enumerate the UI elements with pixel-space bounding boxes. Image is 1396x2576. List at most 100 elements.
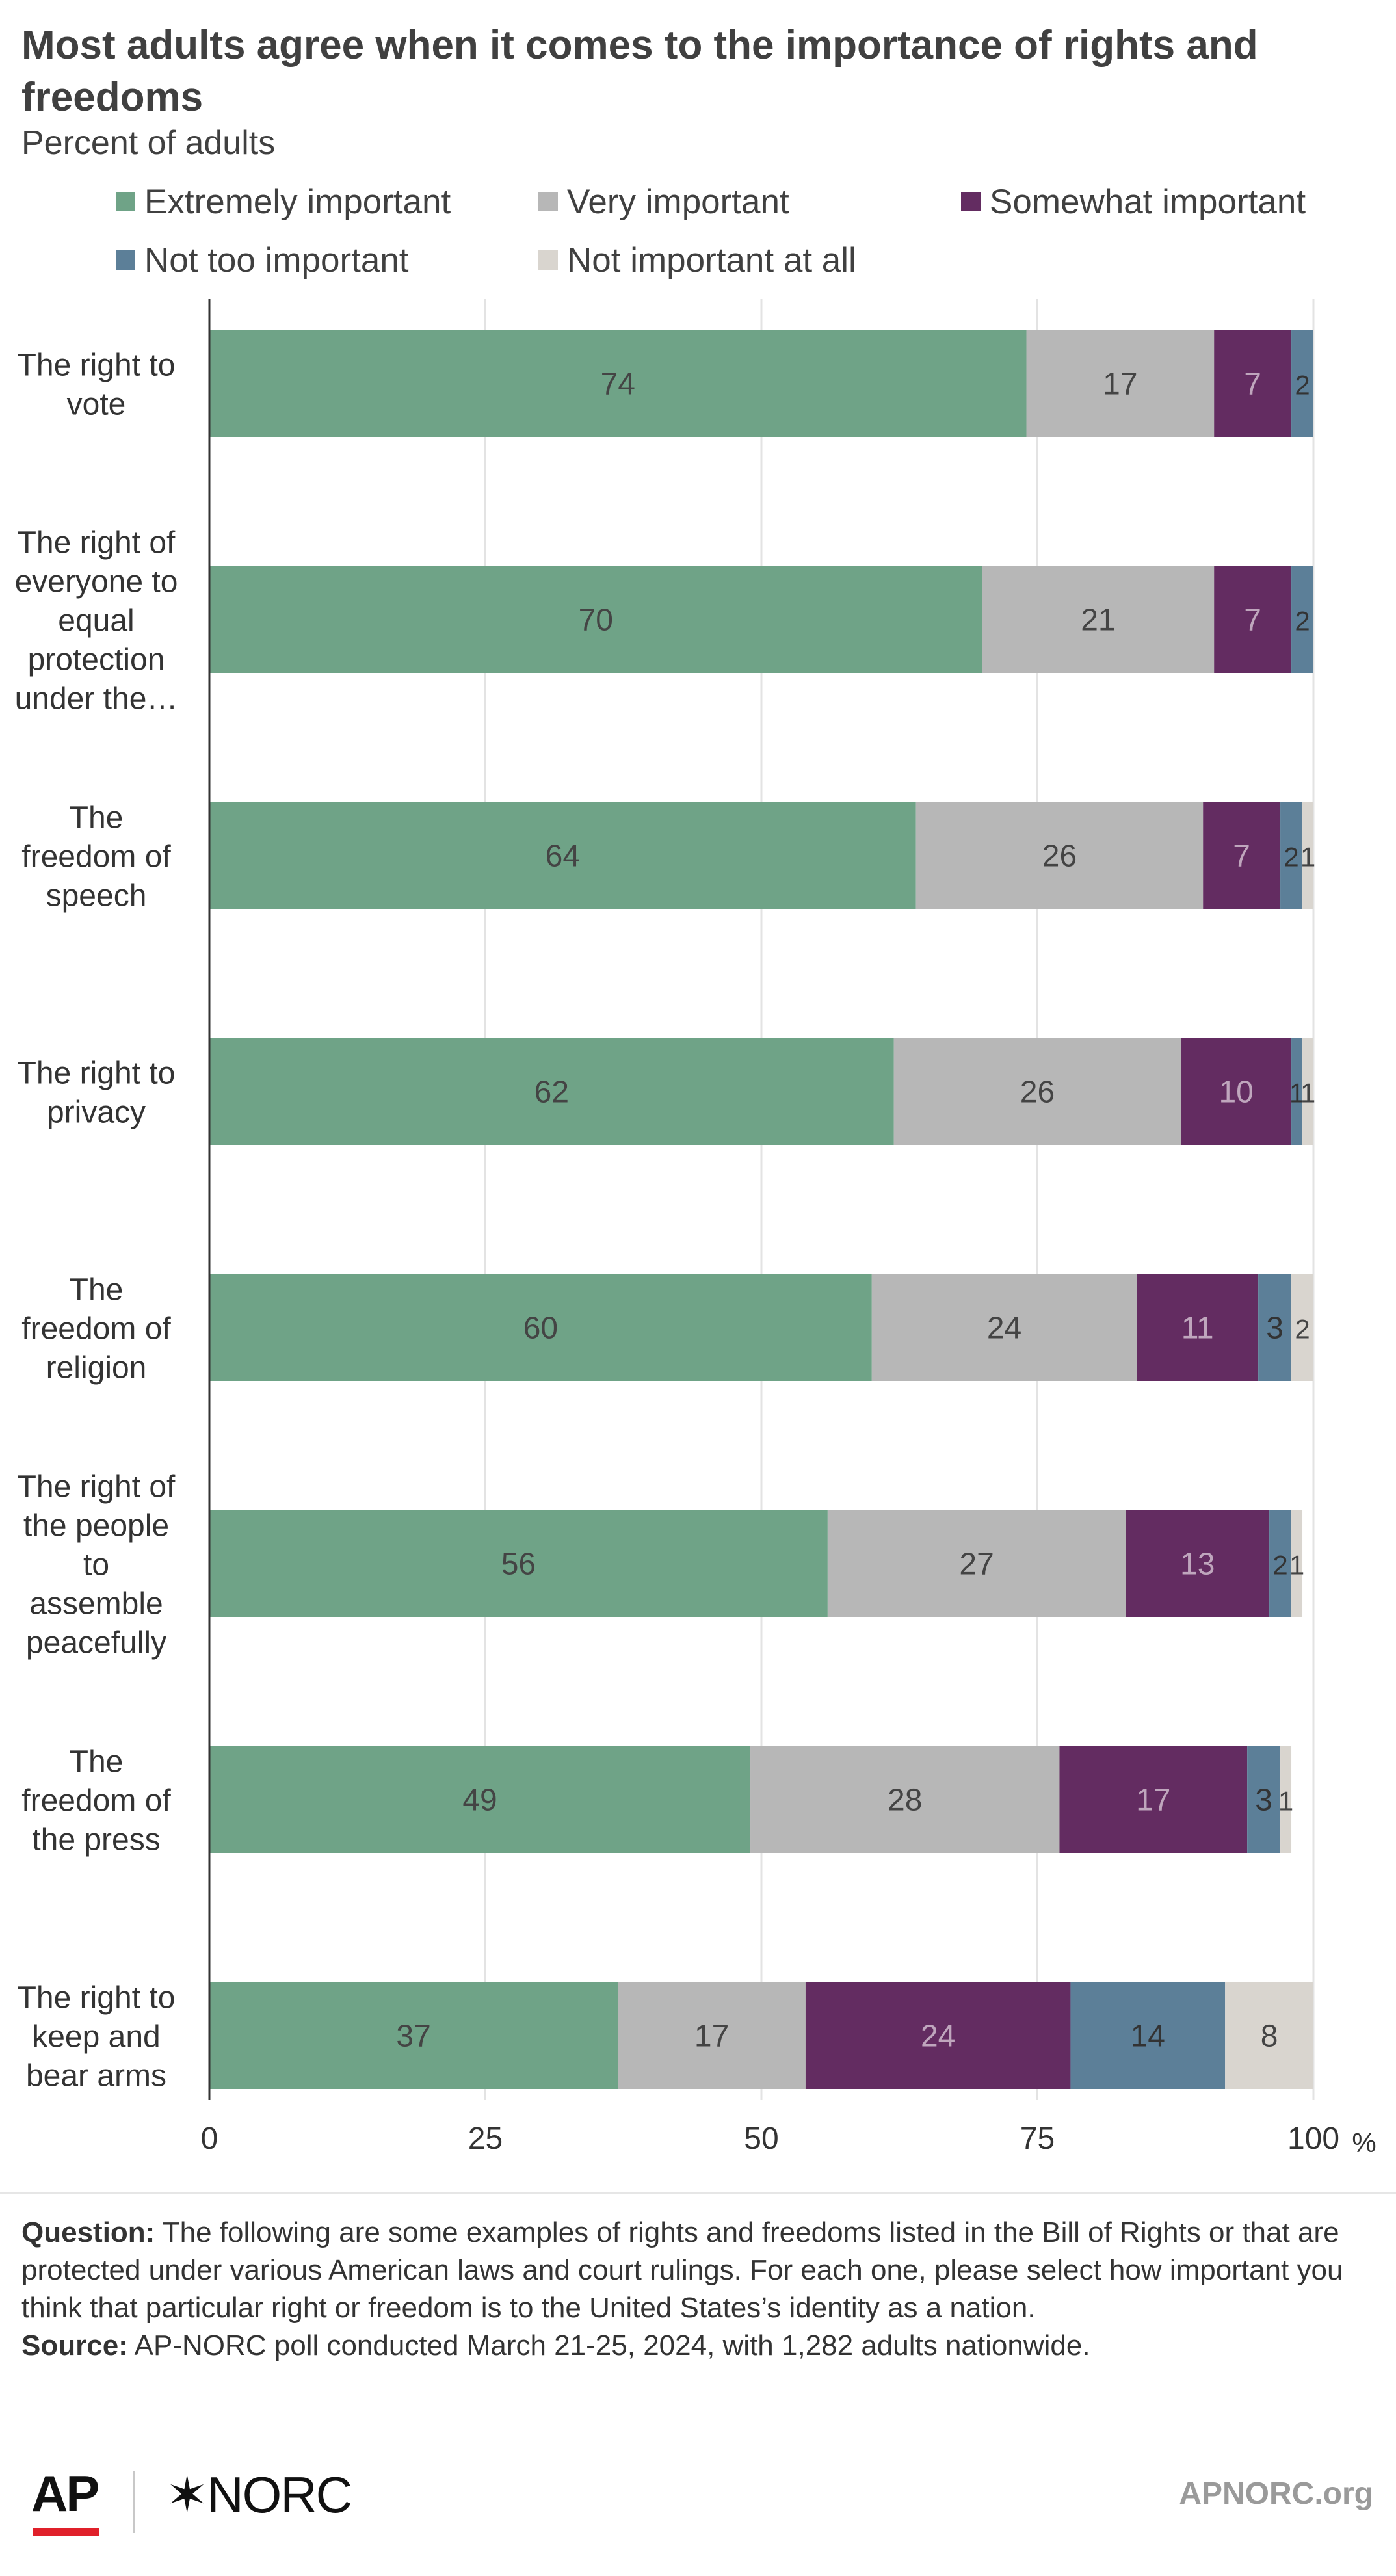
legend-label-not-at-all: Not important at all: [567, 241, 856, 280]
bar-segment-2-1: [915, 802, 1204, 909]
bar-segment-3-3: [1291, 1038, 1303, 1145]
bar-segment-3-1: [893, 1038, 1181, 1145]
legend-item-very: Very important: [538, 179, 789, 224]
category-label-5-0: The right of: [18, 1470, 176, 1505]
bar-segment-5-1: [827, 1510, 1126, 1617]
data-label-5-1: 27: [959, 1547, 994, 1582]
x-tick-label-0: 0: [201, 2122, 218, 2156]
data-label-6-3: 3: [1255, 1783, 1272, 1818]
category-label-1-0: The right of: [18, 526, 176, 560]
legend-swatch-very: [538, 192, 558, 211]
category-label-2-2: speech: [46, 879, 147, 913]
bar-segment-2-4: [1302, 802, 1313, 909]
bar-segment-6-3: [1247, 1746, 1281, 1853]
bar-segment-6-0: [209, 1746, 751, 1853]
bar-segment-0-0: [209, 330, 1027, 437]
bar-segment-0-1: [1026, 330, 1215, 437]
x-axis-unit: %: [1352, 2127, 1376, 2158]
category-label-2-1: freedom of: [21, 840, 171, 874]
bar-segment-0-2: [1214, 330, 1292, 437]
data-label-3-3: 1: [1289, 1078, 1304, 1109]
question-note: Question: The following are some example…: [21, 2214, 1374, 2327]
bar-segment-6-1: [750, 1746, 1060, 1853]
bar-segment-4-3: [1258, 1274, 1292, 1381]
data-label-7-4: 8: [1261, 2019, 1278, 2054]
category-label-6-2: the press: [32, 1823, 160, 1858]
data-label-3-1: 26: [1020, 1075, 1055, 1110]
bar-segment-5-3: [1269, 1510, 1292, 1617]
ap-logo-underline: [33, 2528, 99, 2536]
source-text: AP-NORC poll conducted March 21-25, 2024…: [127, 2330, 1090, 2361]
data-label-6-0: 49: [462, 1783, 497, 1818]
data-label-4-1: 24: [987, 1311, 1021, 1346]
category-label-3-1: privacy: [47, 1096, 146, 1130]
category-label-5-2: to: [83, 1548, 109, 1583]
data-label-2-4: 1: [1300, 842, 1315, 873]
data-label-6-4: 1: [1278, 1786, 1293, 1817]
legend-label-not-too: Not too important: [144, 241, 409, 280]
data-label-2-0: 64: [546, 839, 580, 874]
bar-segment-2-2: [1203, 802, 1281, 909]
bar-segment-1-0: [209, 566, 982, 673]
data-label-3-4: 1: [1300, 1078, 1315, 1109]
x-tick-label-1: 25: [468, 2122, 503, 2156]
data-label-7-2: 24: [921, 2019, 955, 2054]
norc-logo: ✶NORC: [166, 2466, 352, 2523]
data-label-7-1: 17: [694, 2019, 729, 2054]
data-label-2-2: 7: [1233, 839, 1250, 874]
x-tick-label-3: 75: [1020, 2122, 1055, 2156]
data-label-2-1: 26: [1042, 839, 1077, 874]
category-label-1-4: under the…: [15, 682, 178, 716]
bar-segment-4-1: [871, 1274, 1137, 1381]
bar-segment-7-4: [1225, 1982, 1313, 2089]
category-label-1-3: protection: [28, 643, 165, 677]
bar-segment-2-3: [1280, 802, 1303, 909]
legend-label-very: Very important: [567, 182, 789, 221]
legend-swatch-not-too: [116, 250, 135, 270]
bar-segment-6-4: [1280, 1746, 1292, 1853]
data-label-7-3: 14: [1131, 2019, 1165, 2054]
bar-segment-7-3: [1070, 1982, 1226, 2089]
bar-segment-3-0: [209, 1038, 894, 1145]
data-label-0-3: 2: [1295, 370, 1310, 401]
data-label-6-1: 28: [888, 1783, 922, 1818]
bar-segment-1-1: [982, 566, 1215, 673]
bar-segment-7-2: [805, 1982, 1071, 2089]
category-label-2-0: The: [70, 801, 124, 835]
bar-segment-0-3: [1291, 330, 1313, 437]
data-label-7-0: 37: [396, 2019, 430, 2054]
source-note: Source: AP-NORC poll conducted March 21-…: [21, 2327, 1374, 2365]
category-label-4-2: religion: [46, 1351, 147, 1386]
data-label-5-2: 13: [1180, 1547, 1215, 1582]
chart-subtitle: Percent of adults: [21, 124, 276, 162]
bar-segment-2-0: [209, 802, 916, 909]
data-label-4-4: 2: [1295, 1314, 1310, 1345]
category-label-3-0: The right to: [18, 1057, 176, 1091]
data-label-1-1: 21: [1081, 603, 1115, 638]
bar-segment-5-4: [1291, 1510, 1303, 1617]
data-label-0-1: 17: [1103, 367, 1137, 402]
legend-swatch-somewhat: [961, 192, 981, 211]
data-label-1-2: 7: [1244, 603, 1261, 638]
bar-segment-3-2: [1181, 1038, 1292, 1145]
category-label-7-2: bear arms: [26, 2059, 166, 2094]
category-label-1-2: equal: [58, 604, 134, 638]
data-label-0-0: 74: [601, 367, 635, 402]
legend-swatch-not-at-all: [538, 250, 558, 270]
data-label-4-3: 3: [1266, 1311, 1284, 1346]
bar-segment-3-4: [1302, 1038, 1313, 1145]
footer-notes: Question: The following are some example…: [21, 2214, 1374, 2365]
category-label-4-0: The: [70, 1273, 124, 1308]
legend-label-extremely: Extremely important: [144, 182, 451, 221]
bar-segment-5-2: [1126, 1510, 1270, 1617]
legend-item-extremely: Extremely important: [116, 179, 451, 224]
data-label-6-2: 17: [1136, 1783, 1170, 1818]
legend-label-somewhat: Somewhat important: [990, 182, 1306, 221]
bar-segment-6-2: [1059, 1746, 1248, 1853]
data-label-0-2: 7: [1244, 367, 1261, 402]
data-label-2-3: 2: [1284, 842, 1298, 873]
data-label-3-2: 10: [1218, 1075, 1253, 1110]
site-link[interactable]: APNORC.org: [1179, 2477, 1373, 2511]
footer-divider: [0, 2192, 1396, 2194]
